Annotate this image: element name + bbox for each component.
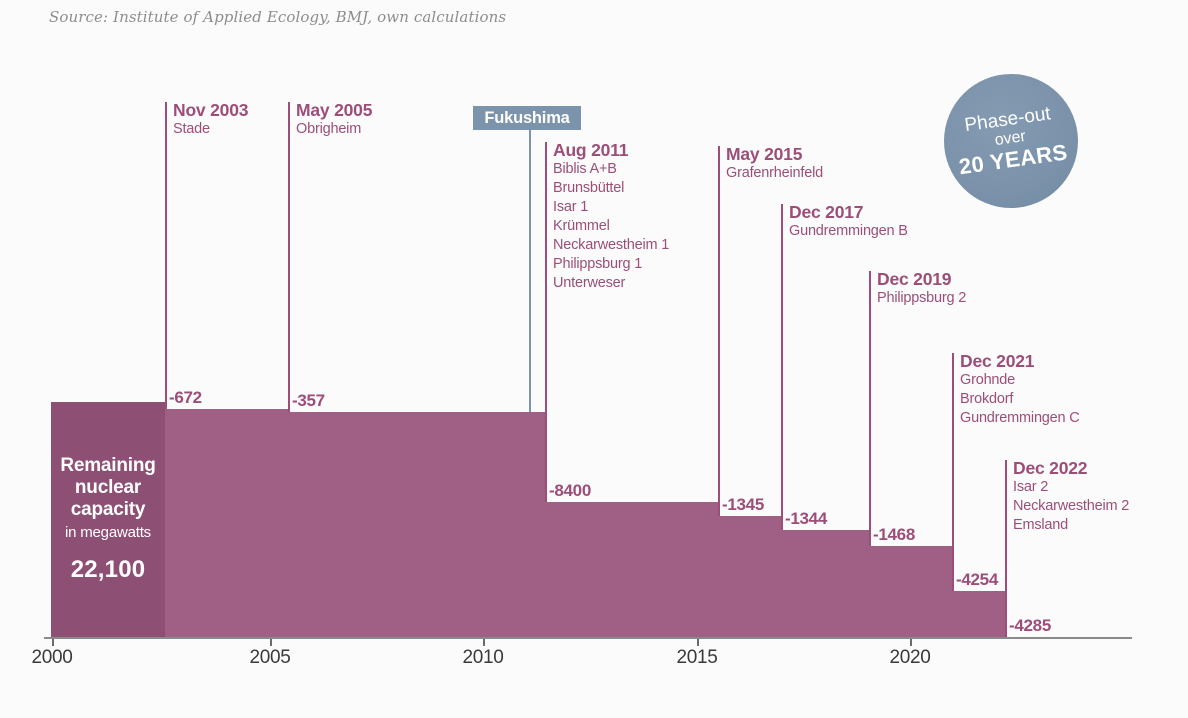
capacity-reduction-value: -4285 (1009, 615, 1051, 635)
capacity-reduction-value: -8400 (549, 480, 591, 500)
capacity-reduction-value: -1345 (722, 495, 764, 515)
shutdown-plant-name: Neckarwestheim 2 (1013, 498, 1130, 514)
shutdown-event-date: Dec 2022 (1013, 458, 1088, 478)
capacity-area-segment (869, 545, 952, 638)
capacity-reduction-value: -1468 (873, 524, 915, 544)
fukushima-badge: Fukushima (473, 106, 581, 130)
x-axis-line (44, 636, 1132, 639)
x-axis-tick-label: 2010 (462, 646, 504, 668)
x-axis-tick-label: 2020 (889, 646, 931, 668)
shutdown-plant-name: Obrigheim (296, 121, 362, 137)
shutdown-plant-name: Biblis A+B (553, 161, 617, 177)
shutdown-event-line (718, 146, 720, 517)
x-axis-tick (483, 638, 485, 646)
shutdown-event-date: Nov 2003 (173, 100, 249, 120)
shutdown-plant-name: Philippsburg 2 (877, 290, 967, 306)
capacity-reduction-value: -357 (292, 391, 325, 411)
shutdown-plant-name: Gundremmingen C (960, 410, 1080, 426)
shutdown-event-date: Dec 2019 (877, 269, 952, 289)
shutdown-event-date: May 2005 (296, 100, 373, 120)
shutdown-event-label: Dec 2021 Grohnde Brokdorf Gundremmingen C (960, 351, 1080, 428)
capacity-title-line: capacity (70, 499, 146, 520)
capacity-area-segment (718, 516, 781, 638)
shutdown-plant-name: Krümmel (553, 218, 610, 234)
capacity-area-segment (781, 530, 869, 638)
shutdown-event-label: May 2005 Obrigheim (296, 100, 372, 139)
x-axis-tick-label: 2015 (676, 646, 718, 668)
shutdown-plant-name: Philippsburg 1 (553, 256, 643, 272)
shutdown-event-line (952, 353, 954, 592)
shutdown-event-line (869, 271, 871, 546)
x-axis-tick (52, 638, 54, 646)
source-text: Source: Institute of Applied Ecology, BM… (49, 8, 507, 26)
capacity-reduction-value: -4254 (956, 570, 998, 590)
shutdown-event-date: Dec 2021 (960, 351, 1035, 371)
capacity-area-segment (952, 591, 1005, 638)
shutdown-event-line (288, 102, 290, 413)
fukushima-annotation-line (529, 129, 531, 413)
capacity-area-segment (288, 412, 545, 638)
shutdown-event-label: Dec 2022 Isar 2 Neckarwestheim 2 Emsland (1013, 458, 1129, 535)
shutdown-plant-name: Grohnde (960, 372, 1016, 388)
shutdown-plant-name: Neckarwestheim 1 (553, 237, 670, 253)
capacity-area-segment (165, 408, 288, 638)
phase-out-badge-text: Phase-out over 20 YEARS (952, 102, 1070, 180)
shutdown-plant-name: Isar 2 (1013, 479, 1049, 495)
capacity-start-value: 22,100 (70, 556, 146, 583)
shutdown-plant-name: Gundremmingen B (789, 223, 908, 239)
x-axis-tick (270, 638, 272, 646)
capacity-reduction-value: -672 (169, 387, 202, 407)
shutdown-event-line (165, 102, 167, 409)
capacity-area-initial-segment (51, 401, 165, 638)
shutdown-event-line (1005, 460, 1007, 637)
x-axis-tick (697, 638, 699, 646)
shutdown-event-label: Dec 2017 Gundremmingen B (789, 202, 908, 241)
capacity-title-line: nuclear (74, 477, 142, 498)
shutdown-plant-name: Isar 1 (553, 199, 589, 215)
x-axis-tick (910, 638, 912, 646)
shutdown-event-date: Dec 2017 (789, 202, 864, 222)
capacity-area-segment (545, 501, 718, 638)
x-axis-tick-label: 2000 (31, 646, 73, 668)
shutdown-plant-name: Stade (173, 121, 210, 137)
shutdown-event-label: Nov 2003 Stade (173, 100, 248, 139)
shutdown-event-line (781, 204, 783, 531)
capacity-title-line: Remaining (60, 455, 156, 476)
shutdown-plant-name: Emsland (1013, 517, 1069, 533)
shutdown-event-line (545, 142, 547, 502)
shutdown-plant-name: Brokdorf (960, 391, 1014, 407)
shutdown-event-date: May 2015 (726, 144, 803, 164)
capacity-reduction-value: -1344 (785, 509, 827, 529)
capacity-units: in megawatts (65, 524, 151, 541)
x-axis-tick-label: 2005 (249, 646, 291, 668)
shutdown-event-label: Dec 2019 Philippsburg 2 (877, 269, 966, 308)
shutdown-plant-name: Grafenrheinfeld (726, 165, 823, 181)
capacity-label: Remaining nuclear capacity in megawatts … (51, 455, 165, 584)
phase-out-badge: Phase-out over 20 YEARS (944, 74, 1078, 208)
shutdown-plant-name: Brunsbüttel (553, 180, 625, 196)
shutdown-event-label: Aug 2011 Biblis A+B Brunsbüttel Isar 1 Krümm… (553, 140, 669, 293)
shutdown-event-label: May 2015 Grafenrheinfeld (726, 144, 823, 183)
shutdown-plant-name: Unterweser (553, 275, 626, 291)
shutdown-event-date: Aug 2011 (553, 140, 629, 160)
